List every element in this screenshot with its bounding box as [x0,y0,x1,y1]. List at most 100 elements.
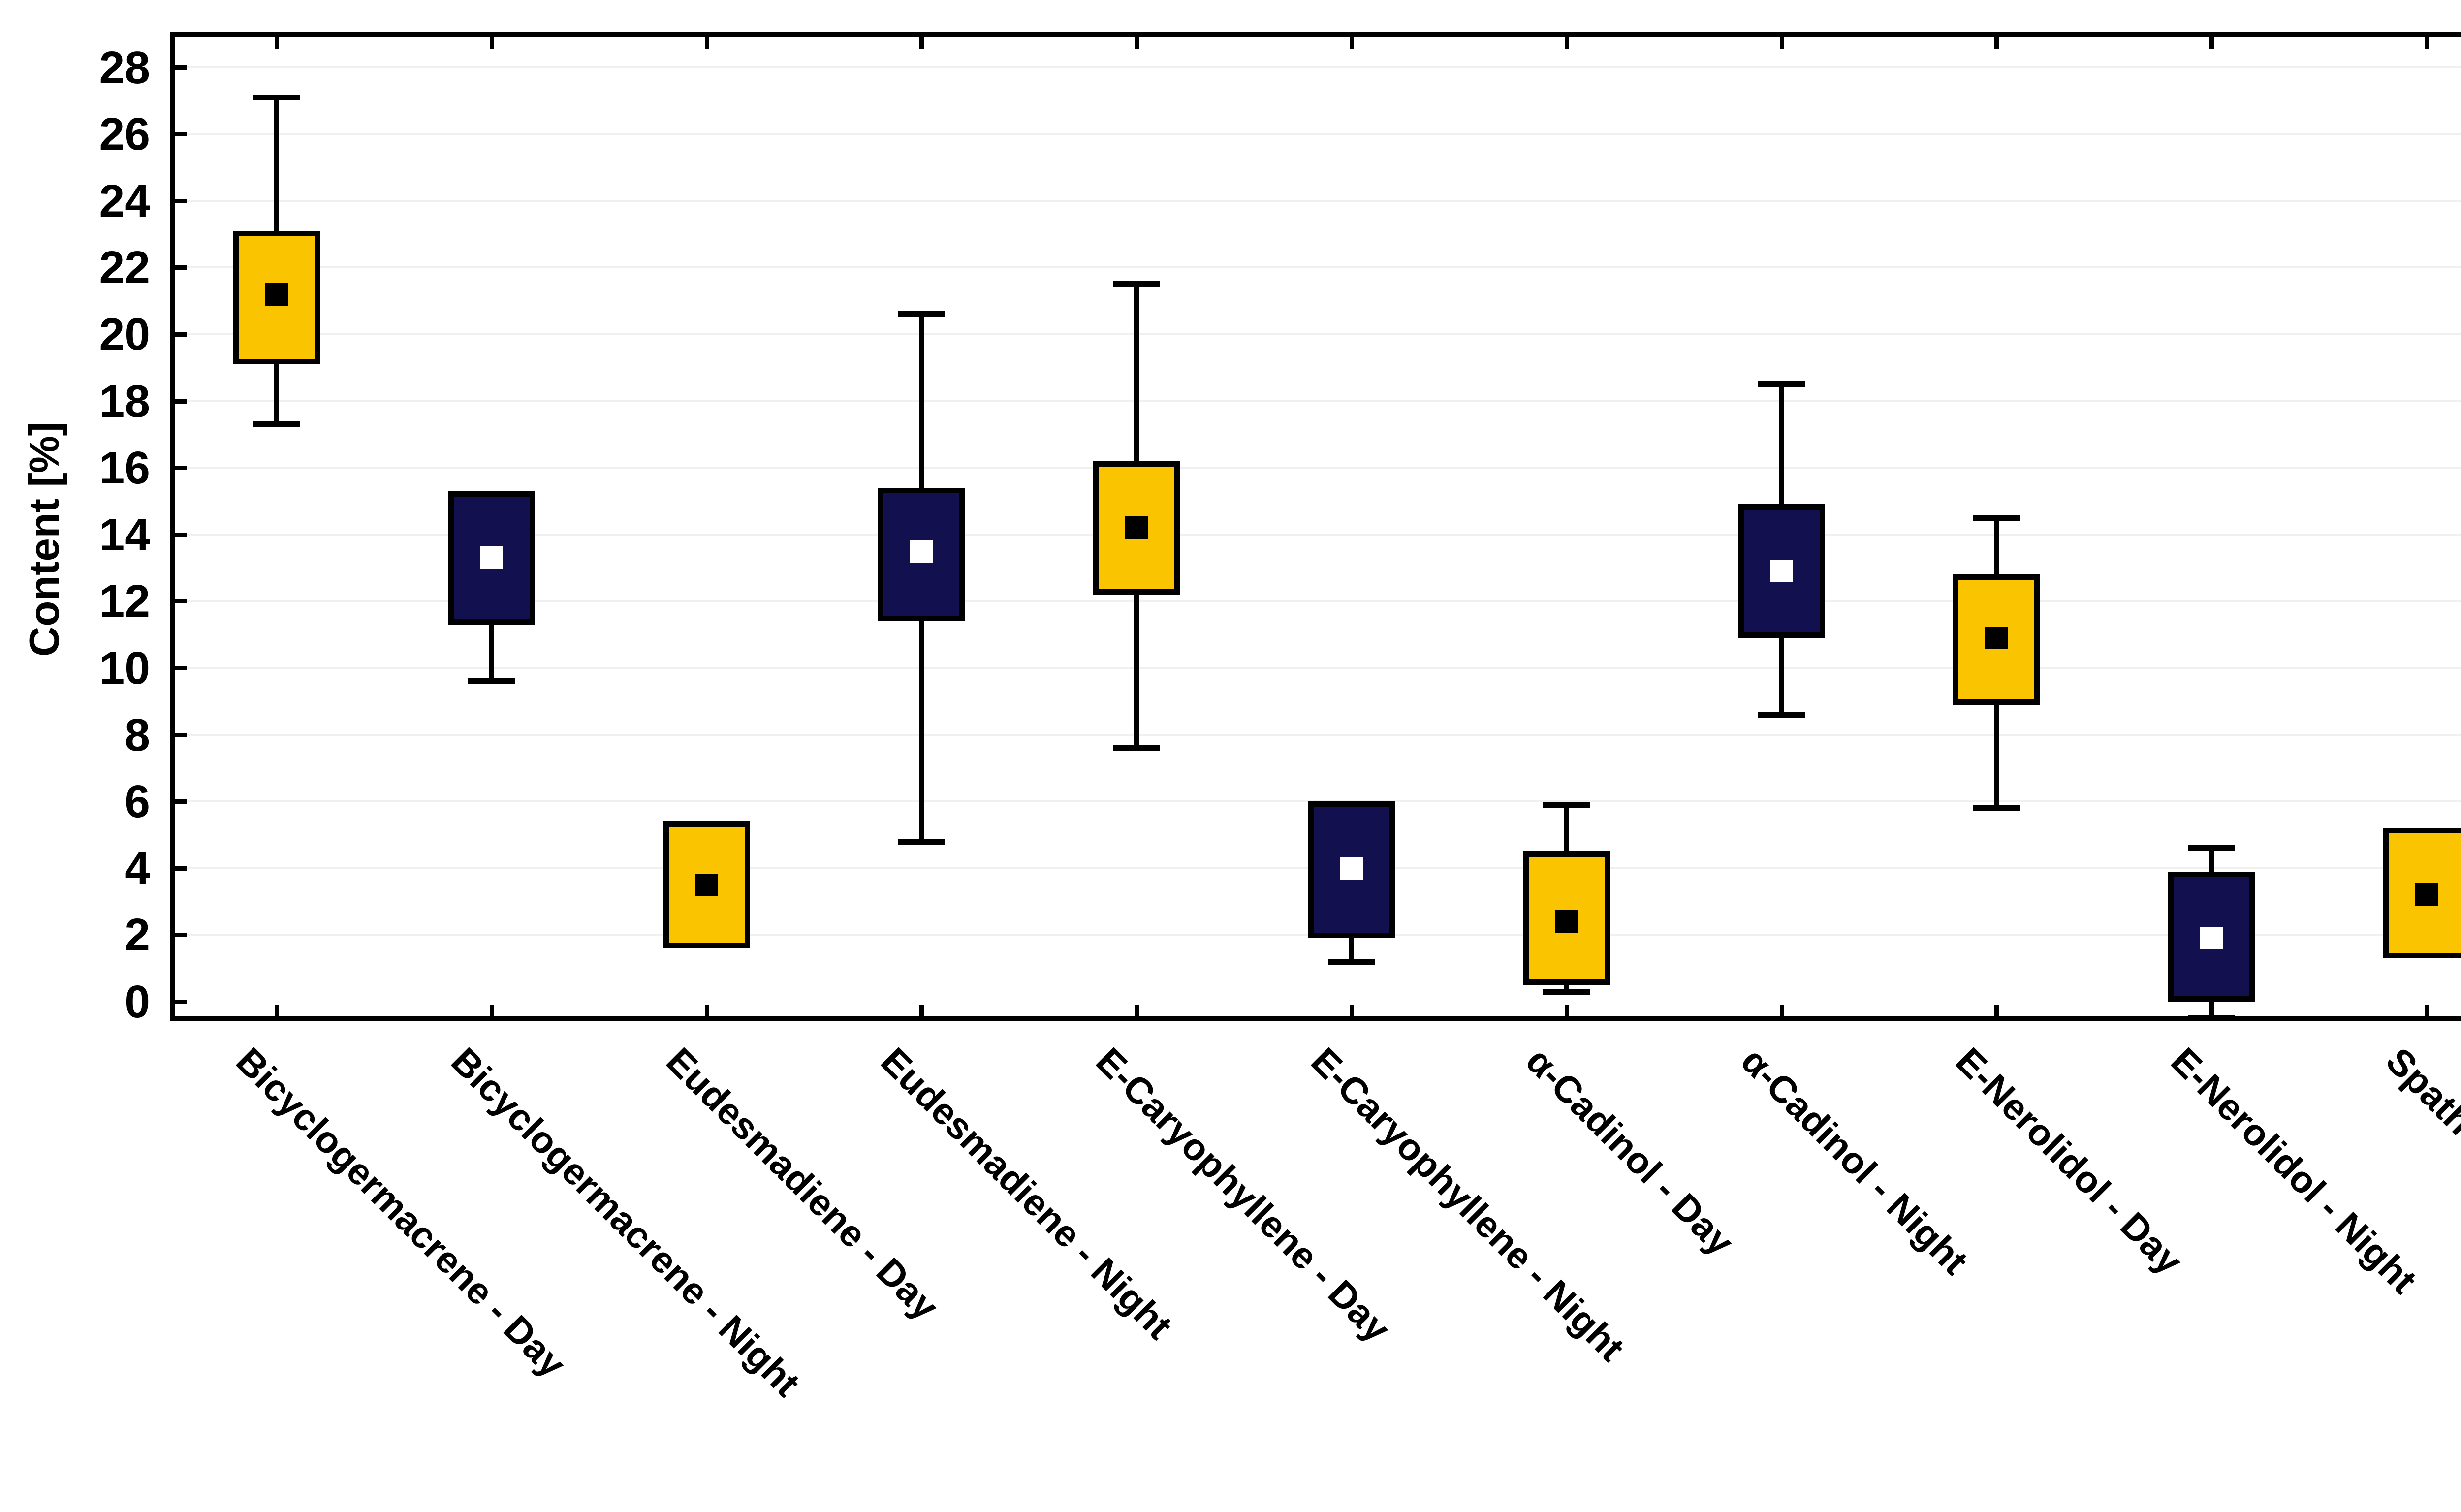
x-axis-tick-bottom [1135,1005,1139,1016]
box-plot-upper-whisker-cap [1973,514,2020,521]
y-axis-tick [175,332,187,337]
box-plot-lower-whisker-cap [1328,958,1375,965]
x-category-label: E-Nerolidol - Night [2163,1040,2425,1302]
box-plot-upper-whisker-cap [1543,801,1590,808]
x-axis-tick-top [2209,37,2214,49]
box-plot-lower-whisker [1349,938,1354,962]
box-plot-upper-whisker [1779,384,1784,504]
y-axis-tick [175,132,187,137]
y-axis-tick [175,65,187,70]
box-plot-box [1093,461,1180,595]
x-axis-tick-top [704,37,709,49]
box-plot-lower-whisker [2209,1002,2214,1016]
box-plot-upper-whisker-cap [898,311,946,317]
x-axis-tick-top [1779,37,1784,49]
y-axis-tick [175,399,187,404]
x-axis-tick-bottom [2425,1005,2429,1016]
grid-line [175,400,2461,402]
x-axis-tick-bottom [1564,1005,1569,1016]
box-plot-lower-whisker [274,364,279,425]
box-plot-mean-marker [910,539,933,563]
box-plot-upper-whisker-cap [2188,845,2236,851]
y-axis-tick [175,933,187,938]
box-plot-lower-whisker [1134,594,1139,748]
box-plot-upper-whisker [1134,284,1139,461]
box-plot-box [1738,504,1825,638]
x-category-label: α-Cadinol - Night [1733,1040,1976,1283]
y-axis-tick [175,799,187,804]
box-plot-lower-whisker [919,621,924,842]
y-tick-label: 16 [99,442,150,494]
plot-area [170,32,2461,1021]
box-plot-lower-whisker-cap [898,838,946,845]
box-plot-box [233,230,320,364]
x-axis-tick-top [1350,37,1354,49]
box-plot-upper-whisker-cap [253,94,300,100]
y-axis-tick [175,1000,187,1004]
box-plot-upper-whisker [1564,804,1569,851]
box-plot-mean-marker [265,283,288,306]
box-plot-lower-whisker [1564,985,1569,992]
y-tick-label: 26 [99,108,150,160]
x-category-label: E-Nerolidol - Day [1948,1040,2191,1283]
box-plot-mean-marker [1985,626,2008,649]
y-tick-label: 8 [125,709,150,760]
box-plot-lower-whisker-cap [468,678,515,685]
x-axis-tick-top [489,37,494,49]
box-plot-upper-whisker-cap [1758,381,1805,387]
x-axis-tick-bottom [275,1005,279,1016]
grid-line [175,133,2461,135]
y-axis-tick [175,198,187,203]
y-tick-label: 10 [99,642,150,693]
y-tick-label: 28 [99,41,150,93]
y-axis-tick [175,532,187,537]
box-plot-upper-whisker [274,97,279,231]
y-tick-label: 2 [125,909,150,961]
grid-line [175,467,2461,469]
y-tick-label: 20 [99,309,150,360]
box-plot-mean-marker [480,546,503,569]
y-tick-label: 0 [125,976,150,1027]
y-axis-tick [175,732,187,737]
x-axis-tick-bottom [919,1005,924,1016]
box-plot-mean-marker [695,873,718,896]
box-plot-lower-whisker-cap [1758,711,1805,718]
y-tick-label: 14 [99,508,150,560]
x-axis-tick-bottom [489,1005,494,1016]
grid-line [175,667,2461,669]
x-axis-tick-top [275,37,279,49]
grid-line [175,333,2461,335]
box-plot-mean-marker [1340,856,1363,880]
box-plot-mean-marker [1555,910,1578,933]
box-plot-box [1953,574,2040,705]
y-axis-tick [175,599,187,604]
grid-line [175,199,2461,202]
box-plot-lower-whisker-cap [1113,745,1161,751]
x-axis-tick-bottom [1350,1005,1354,1016]
grid-line [175,733,2461,736]
box-plot-lower-whisker [1994,704,1999,808]
y-tick-label: 6 [125,776,150,827]
y-axis-tick [175,866,187,871]
x-axis-tick-top [2425,37,2429,49]
box-plot-lower-whisker-cap [2188,1015,2236,1016]
box-plot-mean-marker [2415,883,2438,907]
y-tick-label: 18 [99,375,150,427]
box-plot-box [1523,851,1610,985]
y-tick-label: 4 [125,842,150,894]
x-axis-tick-top [919,37,924,49]
box-plot-upper-whisker [1994,517,1999,575]
y-axis-tick [175,265,187,270]
box-plot-mean-marker [1125,516,1148,539]
y-tick-label: 22 [99,242,150,293]
x-axis-tick-top [1135,37,1139,49]
x-axis-tick-bottom [1994,1005,1999,1016]
box-plot-lower-whisker-cap [1543,988,1590,995]
box-plot-mean-marker [2200,927,2223,950]
box-plot-upper-whisker [919,314,924,488]
box-plot-lower-whisker [1779,637,1784,715]
box-plot-upper-whisker [2209,848,2214,872]
y-tick-label: 12 [99,575,150,627]
x-axis-tick-top [1994,37,1999,49]
x-category-label: Bicyclogermacrene - Night [442,1040,808,1405]
